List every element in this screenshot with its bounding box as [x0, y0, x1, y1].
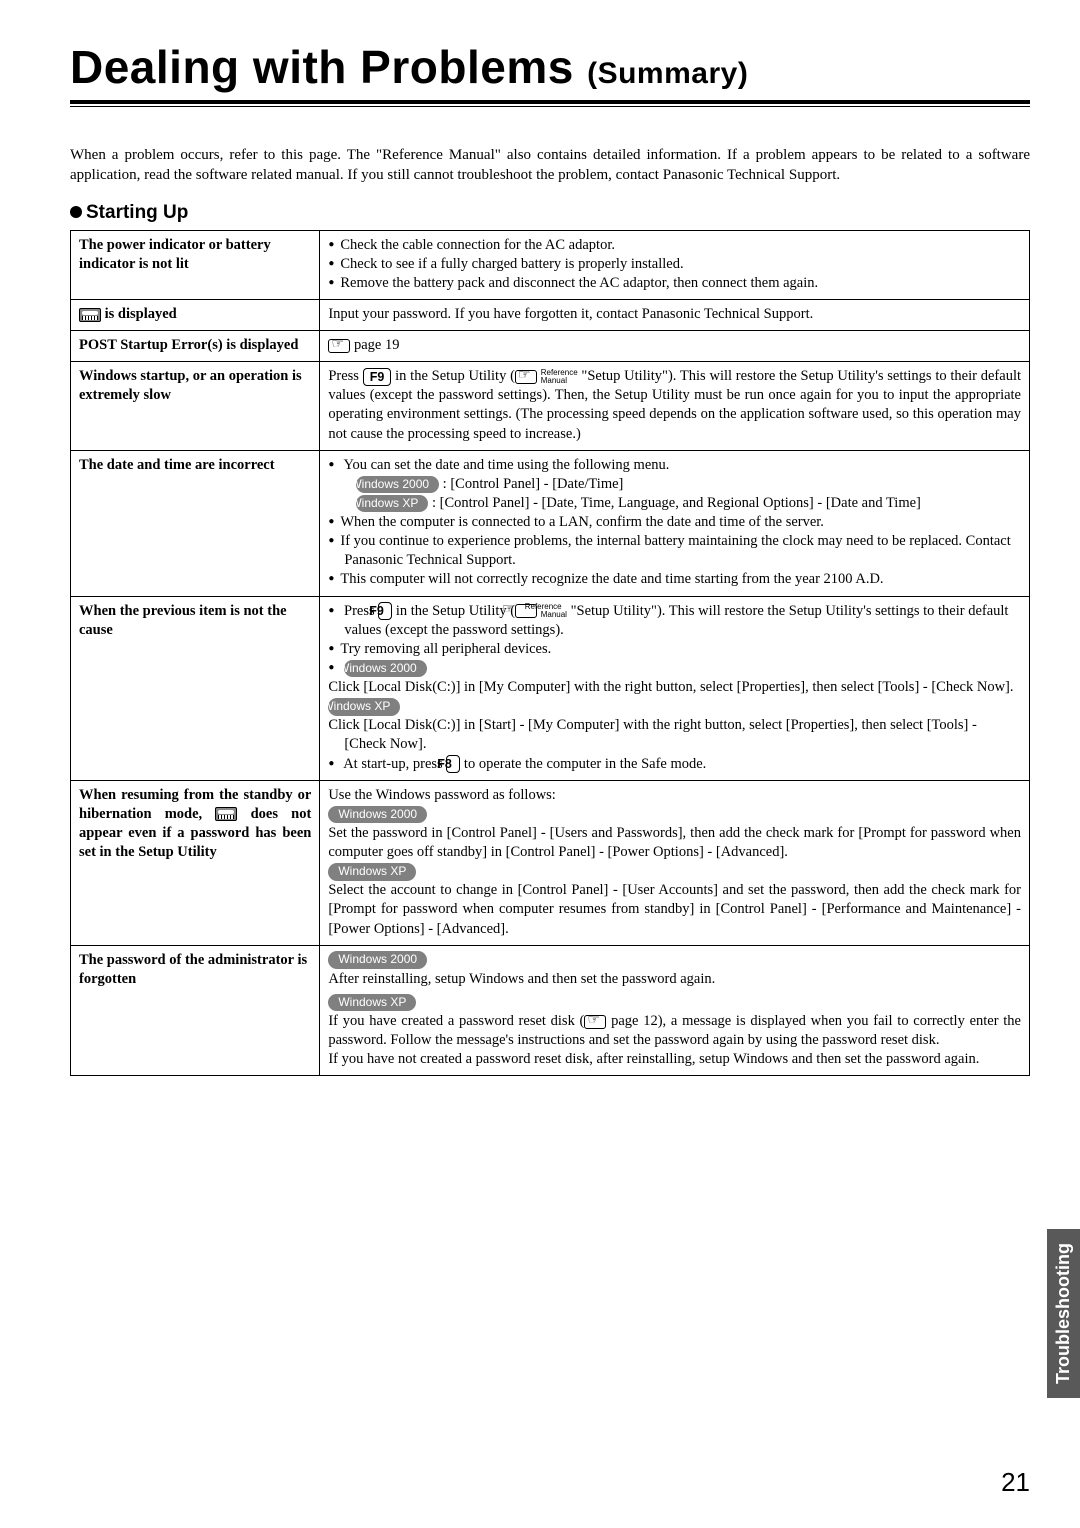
password-prompt-icon: [215, 807, 237, 821]
windows-xp-badge: Windows XP: [328, 994, 416, 1012]
row-content: Input your password. If you have forgott…: [320, 299, 1030, 330]
reference-manual-icon: ReferenceManual: [541, 603, 567, 619]
sub-text: : [Control Panel] - [Date, Time, Languag…: [428, 495, 921, 511]
table-row: When resuming from the standby or hibern…: [71, 780, 1030, 945]
pointer-icon: [515, 604, 537, 618]
section-label: Starting Up: [86, 202, 188, 223]
row-text: After reinstalling, setup Windows and th…: [328, 971, 715, 987]
title-sub: (Summary): [587, 57, 748, 90]
row-label: When resuming from the standby or hibern…: [71, 780, 320, 945]
row-content: Press F9 in the Setup Utility ( Referenc…: [320, 362, 1030, 451]
row-label: The password of the administrator is for…: [71, 945, 320, 1076]
row-content: page 19: [320, 331, 1030, 362]
side-tab: Troubleshooting: [1047, 1229, 1080, 1398]
table-row: is displayed Input your password. If you…: [71, 299, 1030, 330]
windows-2000-badge: Windows 2000: [328, 806, 427, 824]
bullet-icon: [70, 206, 82, 218]
row-label: The date and time are incorrect: [71, 450, 320, 596]
row-content: Windows 2000 After reinstalling, setup W…: [320, 945, 1030, 1076]
pointer-icon: [515, 370, 537, 384]
reference-manual-icon: ReferenceManual: [541, 369, 578, 385]
pointer-icon: [328, 339, 350, 353]
page-title: Dealing with Problems (Summary): [70, 40, 1030, 94]
f9-key-icon: F9: [363, 368, 392, 386]
troubleshooting-table: The power indicator or battery indicator…: [70, 230, 1030, 1077]
list-item: If you continue to experience problems, …: [328, 532, 1021, 570]
list-item: Check to see if a fully charged battery …: [328, 255, 1021, 274]
table-row: The power indicator or battery indicator…: [71, 230, 1030, 299]
row-text: Set the password in [Control Panel] - [U…: [328, 825, 1021, 860]
title-main: Dealing with Problems: [70, 41, 574, 93]
f8-key-icon: F8: [446, 755, 460, 773]
f9-key-icon: F9: [378, 602, 392, 620]
row-content: Use the Windows password as follows: Win…: [320, 780, 1030, 945]
list-item: Press F9 in the Setup Utility ( Referenc…: [328, 602, 1021, 640]
pointer-icon: [584, 1015, 606, 1029]
list-item: At start-up, press F8 to operate the com…: [328, 755, 1021, 774]
row-label: POST Startup Error(s) is displayed: [71, 331, 320, 362]
table-row: When the previous item is not the cause …: [71, 596, 1030, 780]
windows-xp-badge: Windows XP: [356, 495, 428, 513]
title-rule-thick: [70, 100, 1030, 104]
row-text: to operate the computer in the Safe mode…: [460, 756, 706, 772]
row-label: is displayed: [71, 299, 320, 330]
row-text: Use the Windows password as follows:: [328, 787, 556, 803]
windows-2000-badge: Windows 2000: [356, 476, 439, 494]
sub-line: Windows 2000 : [Control Panel] - [Date/T…: [344, 475, 1021, 494]
sub-line: Windows XP : [Control Panel] - [Date, Ti…: [344, 494, 1021, 513]
sub-text: Click [Local Disk(C:)] in [Start] - [My …: [344, 716, 1021, 754]
row-content: Check the cable connection for the AC ad…: [320, 230, 1030, 299]
list-item: Check the cable connection for the AC ad…: [328, 236, 1021, 255]
sub-text: Click [Local Disk(C:)] in [My Computer] …: [344, 678, 1021, 697]
password-prompt-icon: [79, 308, 101, 322]
table-row: POST Startup Error(s) is displayed page …: [71, 331, 1030, 362]
row-label: The power indicator or battery indicator…: [71, 230, 320, 299]
row-text: page 19: [350, 337, 399, 353]
row-text: Select the account to change in [Control…: [328, 882, 1021, 936]
row-label: Windows startup, or an operation is extr…: [71, 362, 320, 451]
row-content: You can set the date and time using the …: [320, 450, 1030, 596]
row-text: in the Setup Utility (: [392, 603, 515, 619]
list-text: You can set the date and time using the …: [343, 457, 669, 473]
table-row: Windows startup, or an operation is extr…: [71, 362, 1030, 451]
list-item: Try removing all peripheral devices.: [328, 640, 1021, 659]
sub-line: Windows XP: [344, 697, 1021, 716]
list-item: When the computer is connected to a LAN,…: [328, 513, 1021, 532]
table-row: The password of the administrator is for…: [71, 945, 1030, 1076]
intro-text: When a problem occurs, refer to this pag…: [70, 145, 1030, 186]
windows-2000-badge: Windows 2000: [344, 660, 427, 678]
page-number: 21: [1001, 1467, 1030, 1498]
windows-xp-badge: Windows XP: [328, 698, 400, 716]
row-content: Press F9 in the Setup Utility ( Referenc…: [320, 596, 1030, 780]
table-row: The date and time are incorrect You can …: [71, 450, 1030, 596]
windows-2000-badge: Windows 2000: [328, 951, 427, 969]
section-heading: Starting Up: [70, 202, 1030, 224]
title-rule-thin: [70, 106, 1030, 107]
row-text: At start-up, press: [343, 756, 446, 772]
list-item: Remove the battery pack and disconnect t…: [328, 274, 1021, 293]
row-label-text: is displayed: [101, 306, 177, 322]
row-text: Press: [328, 368, 362, 384]
list-item: This computer will not correctly recogni…: [328, 570, 1021, 589]
list-item: You can set the date and time using the …: [328, 456, 1021, 513]
sub-text: : [Control Panel] - [Date/Time]: [439, 476, 623, 492]
row-text: If you have not created a password reset…: [328, 1051, 979, 1067]
list-item: Windows 2000 Click [Local Disk(C:)] in […: [328, 659, 1021, 755]
windows-xp-badge: Windows XP: [328, 863, 416, 881]
row-text: in the Setup Utility (: [391, 368, 515, 384]
row-text: If you have created a password reset dis…: [328, 1013, 584, 1029]
row-label: When the previous item is not the cause: [71, 596, 320, 780]
